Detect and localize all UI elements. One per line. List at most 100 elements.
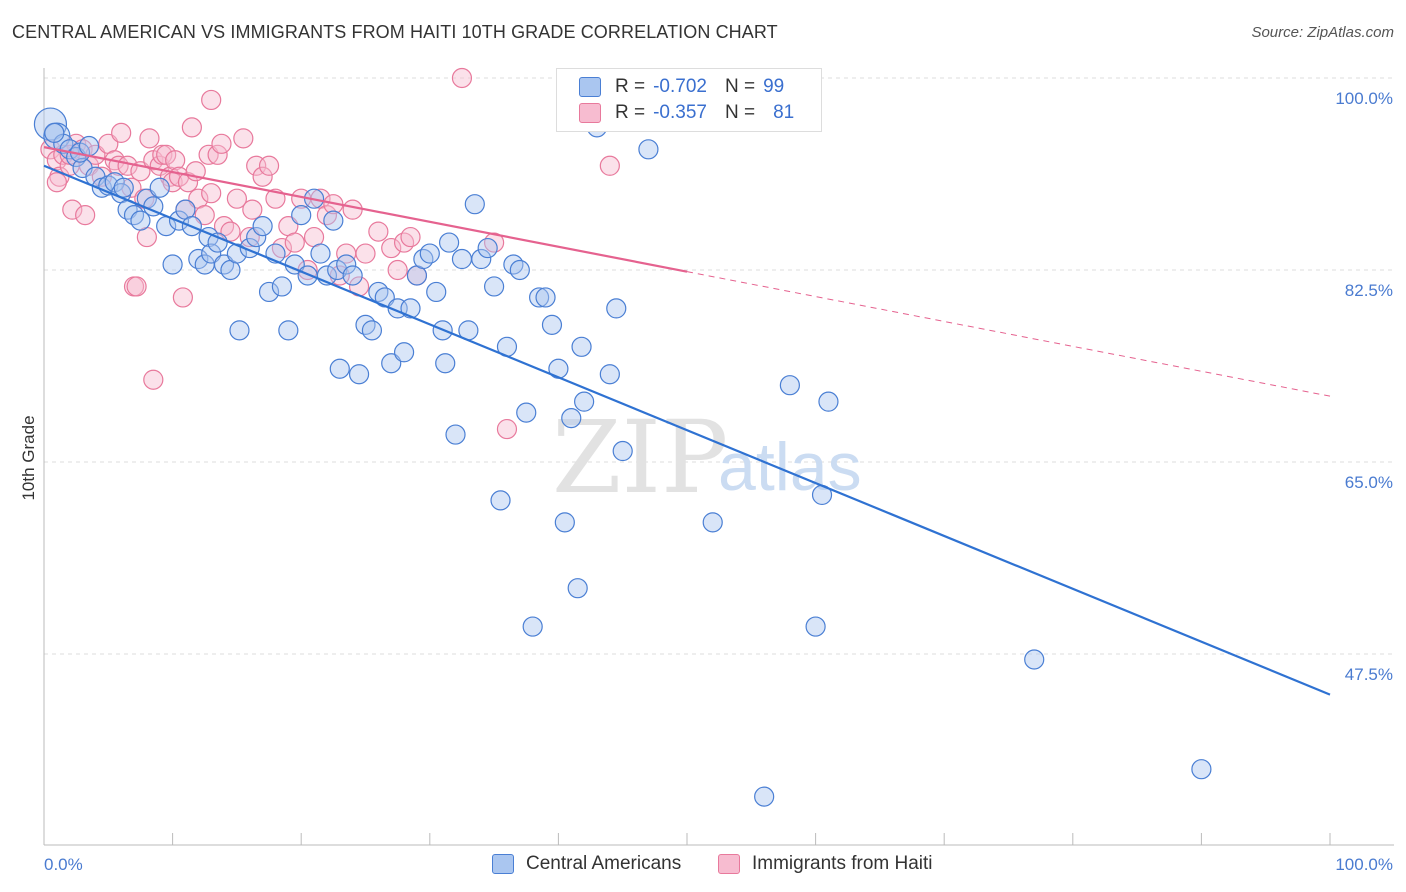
data-point [438,232,460,253]
legend-swatch-pink [579,103,601,123]
data-point [400,298,421,319]
data-point [188,248,209,270]
data-point [1024,649,1045,670]
series-immigrants-from-haiti [40,67,620,440]
data-point [75,205,96,226]
bottom-legend-swatch-blue [492,854,514,874]
data-point [329,358,350,379]
y-axis-label: 10th Grade [19,415,38,500]
data-point [149,177,170,198]
data-point [574,391,595,412]
bottom-legend-label: Immigrants from Haiti [752,853,933,874]
x-tick-label: 0.0% [44,855,83,874]
data-point [201,89,222,111]
data-point [143,369,164,390]
data-point [172,287,193,308]
data-point [400,226,421,248]
data-point [490,490,511,511]
data-point [111,122,132,143]
data-point [226,188,247,209]
data-point [445,424,466,445]
data-point [207,232,228,253]
data-point [126,276,147,297]
data-point [419,243,440,264]
trend-line-central-americans [43,164,1331,696]
data-point [229,320,250,341]
y-tick-label: 65.0% [1345,473,1393,492]
data-point [139,128,160,149]
legend-r-label: R = [615,102,646,123]
data-point [207,144,228,165]
data-point [1191,759,1212,780]
series-central-americans [33,107,1212,807]
watermark-zip: ZIP [552,399,728,516]
data-point [284,232,305,253]
data-point [535,287,556,308]
data-point [779,375,800,396]
trend-lines [43,146,1331,696]
data-point [291,205,312,226]
data-point [252,216,273,237]
data-point [567,578,588,599]
data-point [78,135,100,157]
data-point [571,336,592,357]
data-point [638,139,659,160]
data-point [529,287,550,308]
data-point [805,616,826,637]
legend-row-haiti: R = -0.357 N = 81 [557,100,794,126]
y-tick-label: 47.5% [1345,665,1393,684]
data-point [496,418,518,440]
data-point [348,364,370,385]
data-point [606,298,627,319]
legend-n-label: N = [724,76,756,97]
data-point [62,199,83,220]
data-point [484,276,505,297]
data-point [503,254,524,275]
data-point [387,259,408,281]
bottom-legend-label: Central Americans [526,853,682,874]
data-point [342,199,363,220]
data-point [754,786,775,807]
data-point [271,276,293,297]
data-point [181,117,202,138]
data-point [271,237,293,259]
data-point [471,248,492,270]
data-point [211,133,232,154]
y-tick-label: 100.0% [1335,89,1393,108]
data-point [233,128,254,149]
data-point [522,616,543,637]
data-point [123,205,145,226]
legend-r-label: R = [615,76,646,97]
data-point [381,237,402,259]
data-point [393,342,415,363]
legend-swatch-blue [579,77,601,97]
data-point [554,512,575,533]
data-point [239,226,260,248]
bottom-legend-haiti: Immigrants from Haiti [718,852,933,876]
data-point [484,232,505,253]
data-point [177,172,199,193]
data-point [323,210,344,231]
data-point [201,183,222,204]
legend-n-label: N = [724,102,756,123]
data-point [368,281,389,303]
data-point [355,314,376,335]
data-point [336,254,357,275]
data-point [44,122,65,143]
data-point [477,237,498,259]
data-point [130,210,151,231]
data-point [818,391,839,412]
legend-n-value: 99 [763,76,785,97]
data-point [258,155,280,176]
source-label: Source: ZipAtlas.com [1251,24,1394,41]
legend-r-value: -0.702 [653,76,707,97]
bottom-legend-swatch-pink [718,854,740,874]
data-point [258,281,280,303]
data-point [368,221,389,242]
data-point [413,248,434,270]
legend: R = -0.702 N = 99 R = -0.357 N = 81 [556,68,822,132]
chart-title: CENTRAL AMERICAN VS IMMIGRANTS FROM HAIT… [12,22,778,42]
data-point [162,254,183,275]
data-point [246,226,267,248]
data-point [599,364,620,385]
